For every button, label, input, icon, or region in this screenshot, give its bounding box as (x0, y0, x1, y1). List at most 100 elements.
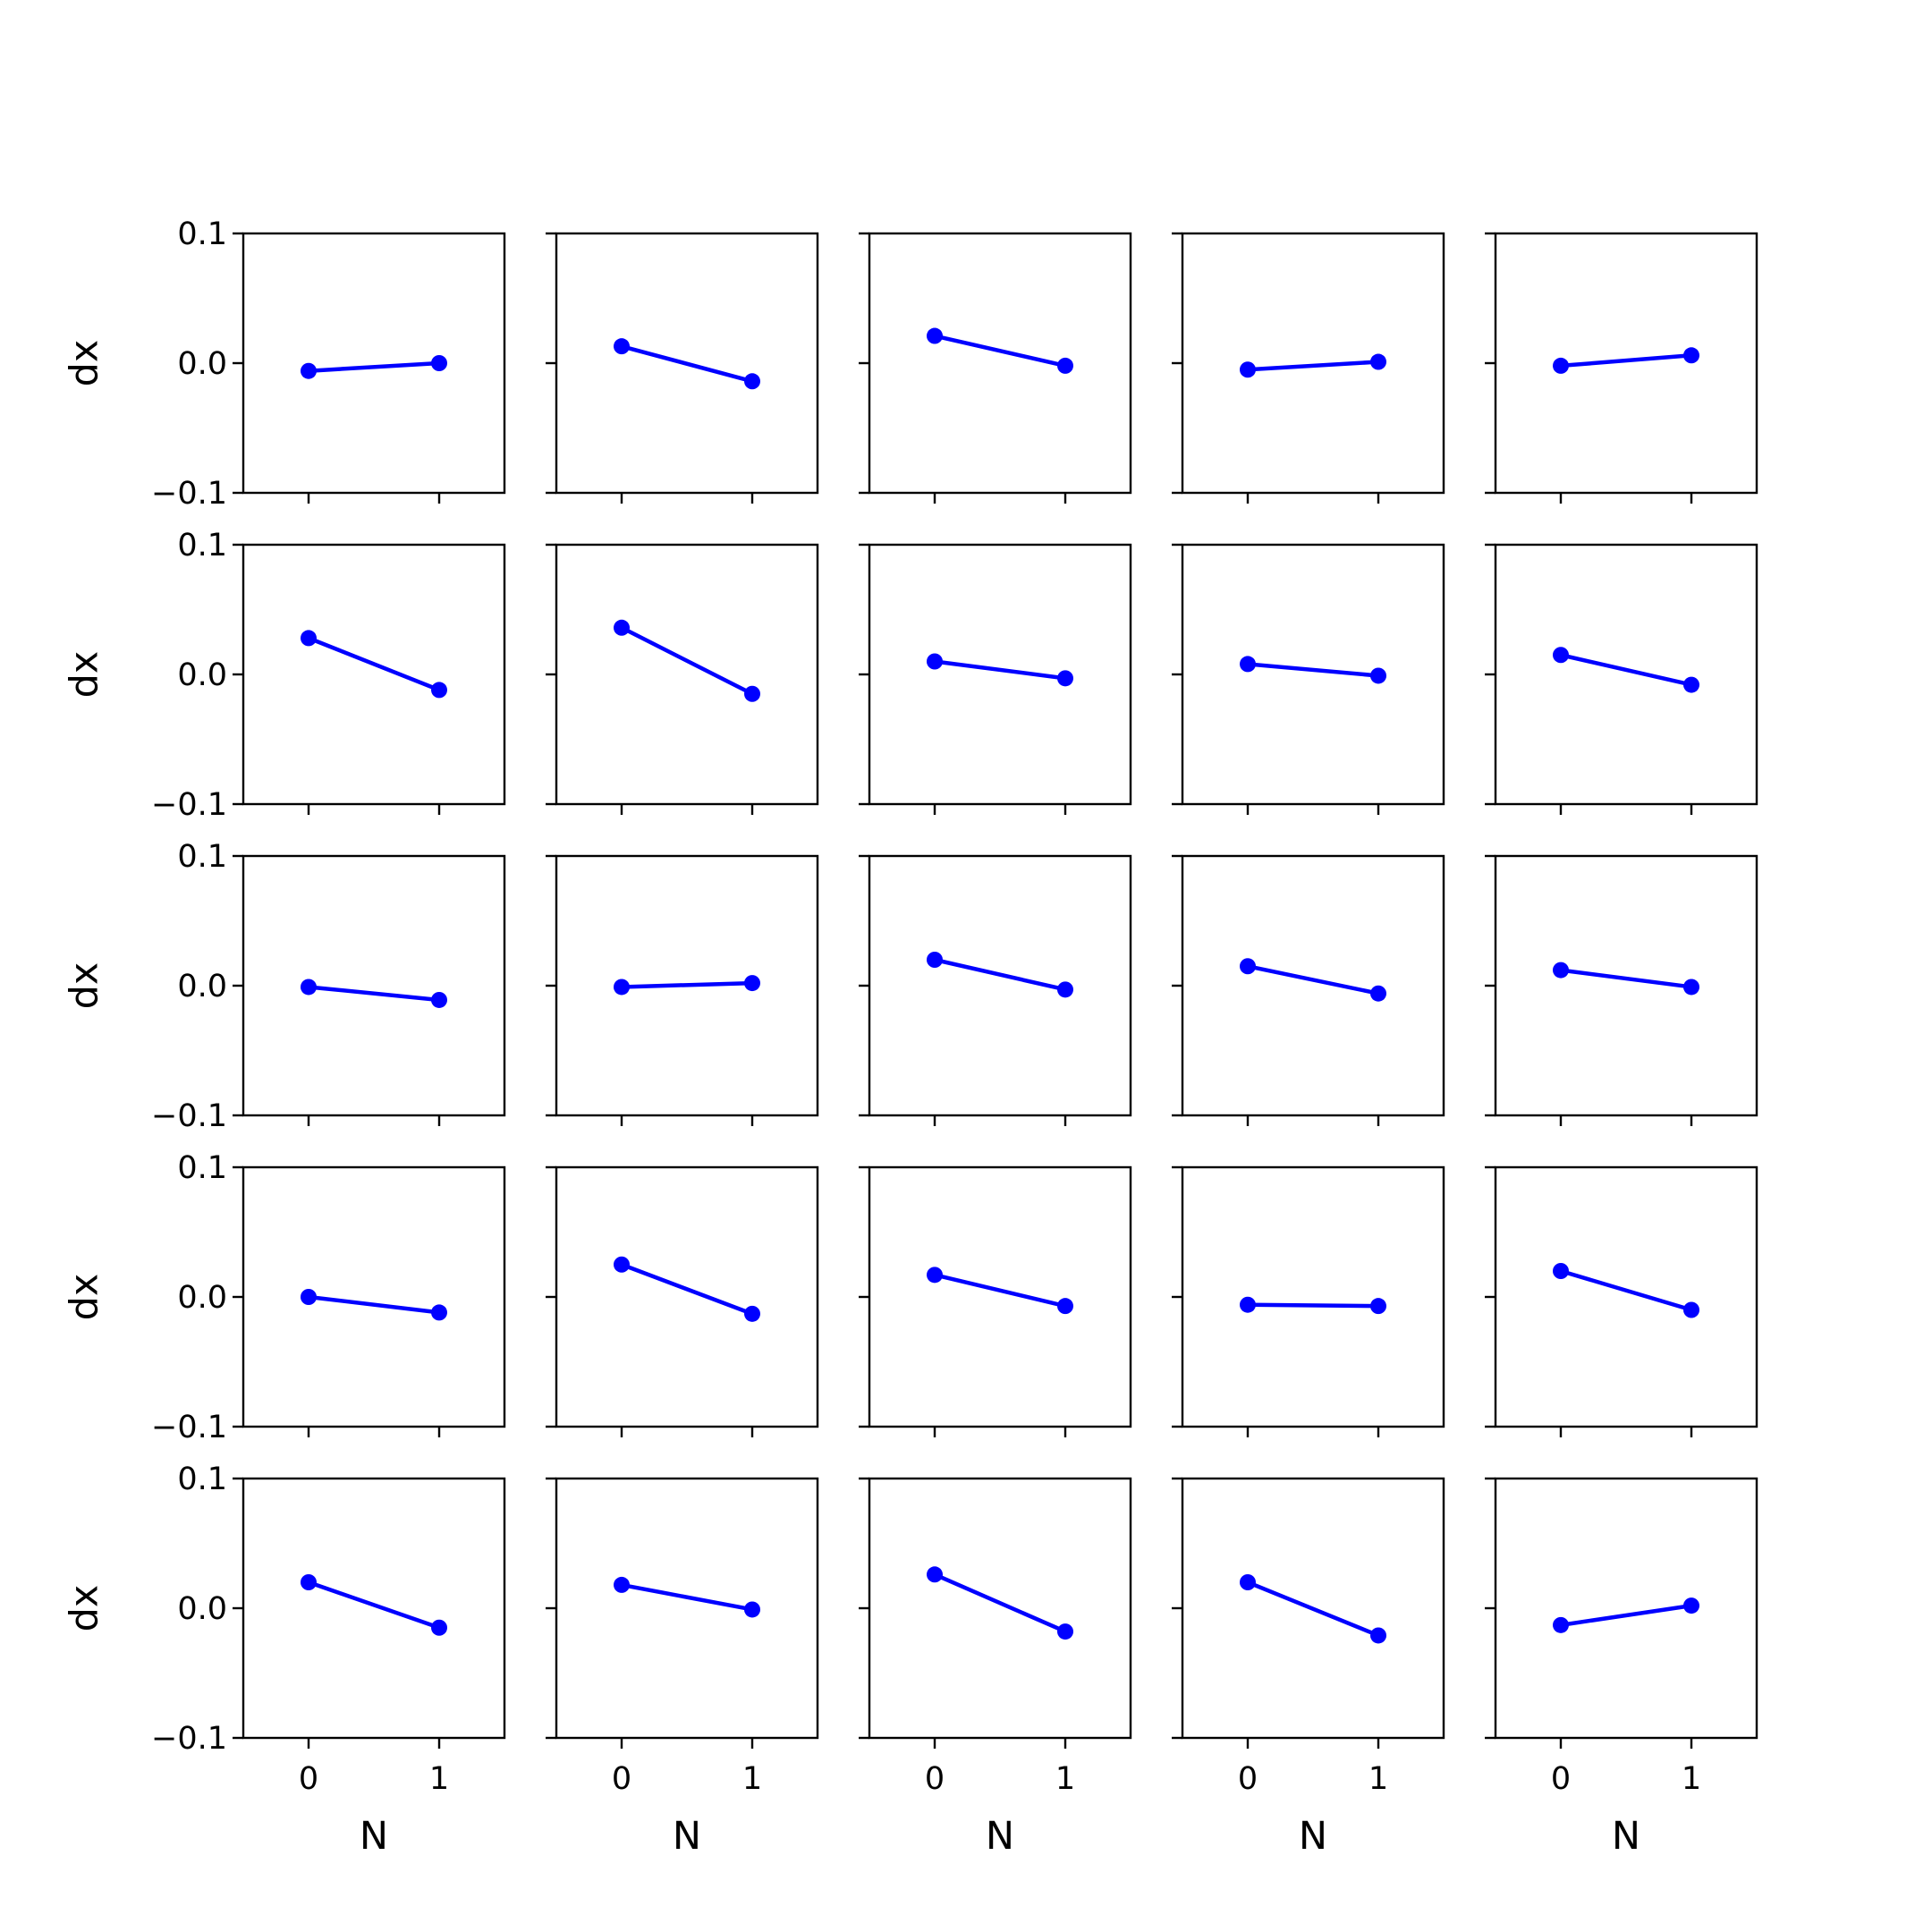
data-point-r3c5-0 (1553, 962, 1569, 979)
x-tick-label-r5c4-1: 1 (1368, 1761, 1388, 1797)
data-point-r5c2-1 (744, 1601, 760, 1618)
panel-frame-r1c1 (242, 232, 506, 495)
series-line-r1c4 (1247, 360, 1379, 372)
panel-frame-r2c3 (868, 543, 1132, 806)
data-point-r3c5-1 (1683, 979, 1699, 996)
data-point-r1c2-1 (744, 373, 760, 390)
data-point-r1c5-0 (1553, 357, 1569, 374)
panel-frame-r4c1 (242, 1165, 506, 1428)
data-point-r4c2-0 (614, 1256, 630, 1273)
series-line-r4c3 (934, 1273, 1066, 1309)
x-tick-label-r5c4-0: 0 (1238, 1761, 1258, 1797)
data-point-r3c4-0 (1240, 958, 1256, 975)
data-point-r2c5-1 (1683, 676, 1699, 693)
data-point-r5c3-1 (1057, 1623, 1073, 1640)
y-tick-label-r5c1-2: −0.1 (151, 1721, 227, 1757)
series-line-r4c1 (308, 1294, 440, 1315)
x-tick-label-r5c2-1: 1 (742, 1761, 762, 1797)
panel-frame-r2c5 (1494, 543, 1758, 806)
data-point-r2c3-0 (927, 653, 943, 670)
panel-frame-r4c3 (868, 1165, 1132, 1428)
y-tick-label-r3c1-2: −0.1 (151, 1098, 227, 1134)
data-point-r4c3-0 (927, 1267, 943, 1284)
series-line-r3c1 (308, 985, 440, 1003)
data-point-r4c4-0 (1240, 1296, 1256, 1313)
data-point-r5c4-1 (1370, 1627, 1386, 1644)
x-axis-label-col-1: N (360, 1814, 388, 1859)
series-line-r1c2 (621, 343, 753, 384)
series-line-r4c5 (1560, 1268, 1692, 1312)
y-axis-label-row-5: dx (63, 1585, 107, 1632)
data-point-r1c1-0 (301, 362, 317, 379)
y-tick-label-r5c1-0: 0.1 (177, 1462, 227, 1497)
panel-frame-r5c3 (868, 1477, 1132, 1740)
series-line-r2c3 (934, 659, 1066, 681)
panel-frame-r5c5 (1494, 1477, 1758, 1740)
data-point-r5c1-0 (301, 1574, 317, 1590)
data-point-r4c4-1 (1370, 1298, 1386, 1315)
series-line-r3c5 (1560, 968, 1692, 989)
y-tick-label-r5c1-1: 0.0 (177, 1591, 227, 1627)
y-tick-label-r2c1-2: −0.1 (151, 787, 227, 823)
y-tick-label-r1c1-1: 0.0 (177, 346, 227, 382)
data-point-r4c3-1 (1057, 1298, 1073, 1315)
series-line-r5c1 (308, 1580, 440, 1630)
panel-frame-r3c4 (1181, 854, 1445, 1117)
panel-frame-r5c1 (242, 1477, 506, 1740)
x-tick-label-r5c1-1: 1 (429, 1761, 449, 1797)
data-point-r5c4-0 (1240, 1574, 1256, 1590)
data-point-r3c1-1 (431, 991, 447, 1008)
data-point-r5c5-0 (1553, 1616, 1569, 1633)
y-axis-label-row-1: dx (63, 340, 107, 387)
series-line-r3c2 (621, 980, 753, 989)
data-point-r5c2-0 (614, 1576, 630, 1593)
series-line-r4c4 (1247, 1302, 1379, 1309)
data-point-r1c4-0 (1240, 361, 1256, 378)
data-point-r2c4-1 (1370, 667, 1386, 684)
data-point-r4c1-1 (431, 1304, 447, 1321)
panel-frame-r2c1 (242, 543, 506, 806)
data-point-r1c4-1 (1370, 353, 1386, 370)
data-point-r1c3-1 (1057, 357, 1073, 374)
data-point-r3c2-0 (614, 979, 630, 996)
series-line-r5c4 (1247, 1580, 1379, 1638)
data-point-r3c4-1 (1370, 985, 1386, 1002)
series-line-r5c2 (621, 1582, 753, 1612)
data-point-r4c2-1 (744, 1305, 760, 1322)
data-point-r4c1-0 (301, 1289, 317, 1305)
y-tick-label-r1c1-2: −0.1 (151, 476, 227, 512)
y-tick-label-r3c1-0: 0.1 (177, 839, 227, 875)
panel-frame-r1c4 (1181, 232, 1445, 495)
panel-frame-r1c5 (1494, 232, 1758, 495)
x-tick-label-r5c3-1: 1 (1055, 1761, 1075, 1797)
series-line-r4c2 (621, 1262, 753, 1316)
y-axis-label-row-3: dx (63, 962, 107, 1010)
data-point-r2c1-1 (431, 682, 447, 699)
x-tick-label-r5c3-0: 0 (925, 1761, 945, 1797)
data-point-r2c1-0 (301, 630, 317, 647)
x-axis-label-col-3: N (986, 1814, 1014, 1859)
panel-frame-r4c4 (1181, 1165, 1445, 1428)
y-tick-label-r4c1-0: 0.1 (177, 1150, 227, 1186)
data-point-r2c4-0 (1240, 656, 1256, 673)
data-point-r2c3-1 (1057, 670, 1073, 687)
y-axis-label-row-2: dx (63, 651, 107, 699)
y-tick-label-r4c1-1: 0.0 (177, 1280, 227, 1316)
y-tick-label-r4c1-2: −0.1 (151, 1410, 227, 1445)
data-point-r3c3-0 (927, 952, 943, 968)
panel-frame-r4c2 (555, 1165, 819, 1428)
x-tick-label-r5c5-1: 1 (1682, 1761, 1701, 1797)
data-point-r3c3-1 (1057, 981, 1073, 998)
x-axis-label-col-4: N (1299, 1814, 1327, 1859)
x-tick-label-r5c5-0: 0 (1551, 1761, 1571, 1797)
panel-frame-r5c2 (555, 1477, 819, 1740)
series-line-r2c4 (1247, 662, 1379, 678)
series-line-r2c5 (1560, 653, 1692, 687)
data-point-r4c5-0 (1553, 1263, 1569, 1279)
y-tick-label-r2c1-0: 0.1 (177, 528, 227, 564)
data-point-r1c3-0 (927, 327, 943, 344)
x-axis-label-col-5: N (1612, 1814, 1640, 1859)
panel-frame-r1c3 (868, 232, 1132, 495)
series-line-r1c1 (308, 360, 440, 373)
